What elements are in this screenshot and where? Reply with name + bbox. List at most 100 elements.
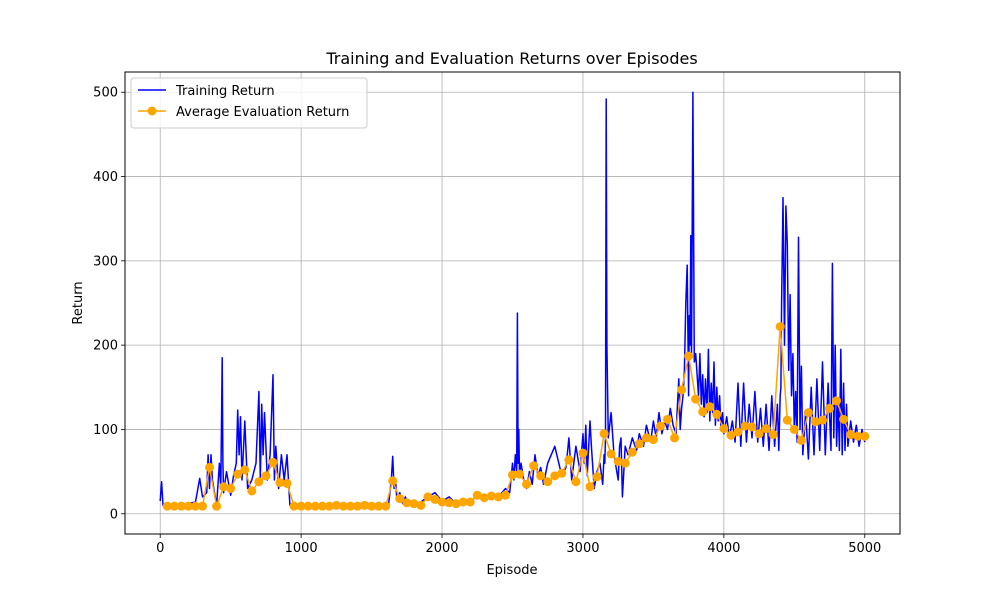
evaluation-return-marker	[677, 385, 687, 395]
evaluation-return-marker	[205, 462, 215, 472]
evaluation-return-marker	[282, 478, 292, 488]
evaluation-return-marker	[275, 478, 285, 488]
axes-frame	[124, 71, 901, 535]
evaluation-return-marker	[388, 476, 398, 486]
evaluation-return-marker	[310, 501, 320, 511]
evaluation-return-marker	[296, 501, 306, 511]
evaluation-return-marker	[240, 465, 250, 475]
evaluation-return-marker	[395, 494, 405, 504]
evaluation-return-marker	[183, 501, 193, 511]
evaluation-return-marker	[825, 403, 835, 413]
evaluation-return-marker	[846, 430, 856, 440]
evaluation-return-marker	[592, 472, 602, 482]
evaluation-return-marker	[522, 479, 532, 489]
x-tick-label: 5000	[848, 541, 881, 556]
evaluation-return-marker	[219, 482, 229, 492]
evaluation-return-marker	[627, 447, 637, 457]
evaluation-return-marker	[409, 499, 419, 509]
evaluation-return-marker	[233, 469, 243, 479]
evaluation-return-marker	[162, 501, 172, 511]
evaluation-return-marker	[212, 501, 222, 511]
evaluation-return-marker	[331, 500, 341, 510]
evaluation-return-marker	[761, 424, 771, 434]
evaluation-return-marker	[169, 501, 179, 511]
evaluation-return-marker	[500, 490, 510, 500]
evaluation-return-marker	[493, 492, 503, 502]
evaluation-return-marker	[796, 435, 806, 445]
x-tick-label: 0	[156, 541, 164, 556]
evaluation-return-marker	[740, 421, 750, 431]
evaluation-return-marker	[374, 501, 384, 511]
evaluation-return-marker	[754, 429, 764, 439]
x-axis: 0 1000 2000 3000 4000 5000	[156, 534, 881, 556]
x-axis-label: Episode	[486, 563, 537, 578]
evaluation-return-marker	[458, 497, 468, 507]
evaluation-return-marker	[353, 501, 362, 511]
evaluation-return-marker	[515, 469, 525, 479]
evaluation-return-marker	[261, 471, 271, 481]
evaluation-return-marker	[839, 414, 849, 424]
evaluation-return-marker	[268, 457, 278, 467]
y-tick-label: 0	[110, 507, 118, 522]
evaluation-return-marker	[444, 498, 454, 508]
evaluation-return-marker	[853, 431, 863, 441]
legend: Training Return Average Evaluation Retur…	[130, 77, 368, 129]
evaluation-return-marker	[381, 501, 391, 511]
evaluation-return-marker	[810, 417, 820, 427]
evaluation-return-marker	[486, 491, 496, 501]
evaluation-return-marker	[472, 490, 482, 500]
evaluation-return-marker	[338, 501, 348, 511]
evaluation-return-marker	[345, 501, 355, 511]
evaluation-return-marker	[670, 433, 680, 443]
evaluation-return-marker	[360, 500, 370, 510]
evaluation-return-marker	[705, 402, 715, 412]
x-tick-label: 3000	[566, 541, 599, 556]
evaluation-return-marker	[733, 427, 743, 437]
legend-evaluation-marker	[147, 106, 157, 116]
evaluation-return-marker	[430, 494, 440, 504]
evaluation-return-marker	[698, 407, 708, 417]
evaluation-return-marker	[564, 455, 574, 465]
evaluation-return-marker	[634, 439, 644, 449]
evaluation-return-marker	[402, 498, 412, 508]
y-axis-label: Return	[71, 281, 86, 324]
evaluation-return-marker	[860, 431, 870, 441]
evaluation-return-marker	[726, 430, 736, 440]
evaluation-return-marker	[789, 424, 799, 434]
grid	[125, 72, 900, 534]
evaluation-return-marker	[599, 429, 609, 439]
evaluation-return-marker	[529, 461, 539, 471]
evaluation-return-marker	[190, 501, 200, 511]
evaluation-return-marker	[578, 448, 588, 458]
x-tick-label: 1000	[285, 541, 318, 556]
evaluation-return-marker	[571, 477, 581, 487]
evaluation-return-marker	[416, 500, 426, 510]
evaluation-return-marker	[226, 483, 236, 493]
evaluation-return-marker	[543, 477, 553, 487]
evaluation-return-marker	[451, 499, 461, 509]
evaluation-return-marker	[768, 430, 778, 440]
y-tick-label: 200	[93, 339, 118, 354]
evaluation-return-marker	[606, 449, 616, 459]
plot-area	[159, 91, 870, 511]
evaluation-return-marker	[803, 408, 813, 418]
evaluation-return-marker	[324, 501, 334, 511]
legend-box	[130, 77, 368, 129]
evaluation-return-marker	[648, 435, 658, 445]
evaluation-return-marker	[247, 486, 257, 496]
evaluation-return-marker	[176, 501, 186, 511]
evaluation-return-marker	[254, 477, 264, 487]
y-axis: 0 100 200 300 400 500	[93, 86, 125, 522]
evaluation-return-marker	[684, 351, 694, 361]
evaluation-return-marker	[550, 471, 560, 481]
y-tick-label: 100	[93, 423, 118, 438]
evaluation-return-marker	[691, 394, 701, 404]
evaluation-return-marker	[423, 492, 433, 502]
evaluation-return-marker	[198, 501, 207, 511]
x-tick-label: 2000	[425, 541, 458, 556]
y-tick-label: 300	[93, 254, 118, 269]
evaluation-return-marker	[747, 422, 757, 432]
evaluation-return-marker	[508, 470, 517, 480]
evaluation-return-marker	[663, 414, 672, 424]
